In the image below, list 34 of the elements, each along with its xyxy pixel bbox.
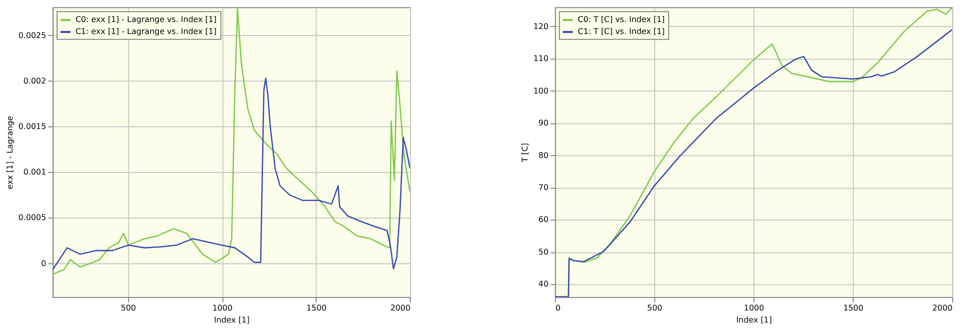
y-tick-label: 40: [538, 280, 549, 289]
legend-label: C1: T [C] vs. Index [1]: [578, 26, 665, 36]
y-tick-label: 120: [533, 22, 549, 31]
y-tick-label: 0.0015: [18, 122, 46, 132]
x-axis-title: Index [1]: [214, 315, 250, 324]
y-tick-label: 0: [41, 258, 46, 268]
x-tick-label: 1000: [744, 303, 764, 312]
y-axis-title: T [C]: [520, 143, 530, 164]
legend-label: C1: exx [1] - Lagrange vs. Index [1]: [75, 26, 216, 36]
x-tick-label: 1000: [212, 303, 233, 312]
x-tick-label: 500: [120, 303, 136, 312]
x-tick-label: 500: [647, 303, 662, 312]
x-tick-label: 1500: [843, 303, 864, 312]
legend-label: C0: T [C] vs. Index [1]: [578, 15, 665, 24]
y-tick-label: 0.0005: [18, 213, 46, 222]
y-tick-label: 70: [538, 183, 549, 192]
line-series: [52, 7, 410, 275]
y-tick-label: 100: [533, 86, 549, 96]
y-axis-title: exx [1] - Lagrange: [5, 116, 14, 190]
y-tick-label: 50: [538, 247, 549, 256]
y-tick-label: 60: [538, 215, 549, 224]
y-tick-label: 80: [538, 150, 549, 160]
y-tick-label: 0.0025: [18, 30, 46, 40]
x-axis-title: Index [1]: [736, 315, 772, 324]
x-tick-label: 2000: [390, 303, 411, 312]
y-tick-label: 0.002: [23, 76, 46, 86]
y-tick-label: 110: [533, 54, 549, 64]
legend-label: C0: exx [1] - Lagrange vs. Index [1]: [75, 15, 216, 24]
x-tick-label: 2000: [932, 303, 953, 312]
x-tick-label: 0: [555, 303, 561, 312]
x-tick-label: 1500: [306, 303, 327, 312]
y-tick-label: 0.001: [23, 168, 46, 177]
y-tick-label: 90: [538, 118, 549, 128]
line-series: [52, 78, 410, 270]
